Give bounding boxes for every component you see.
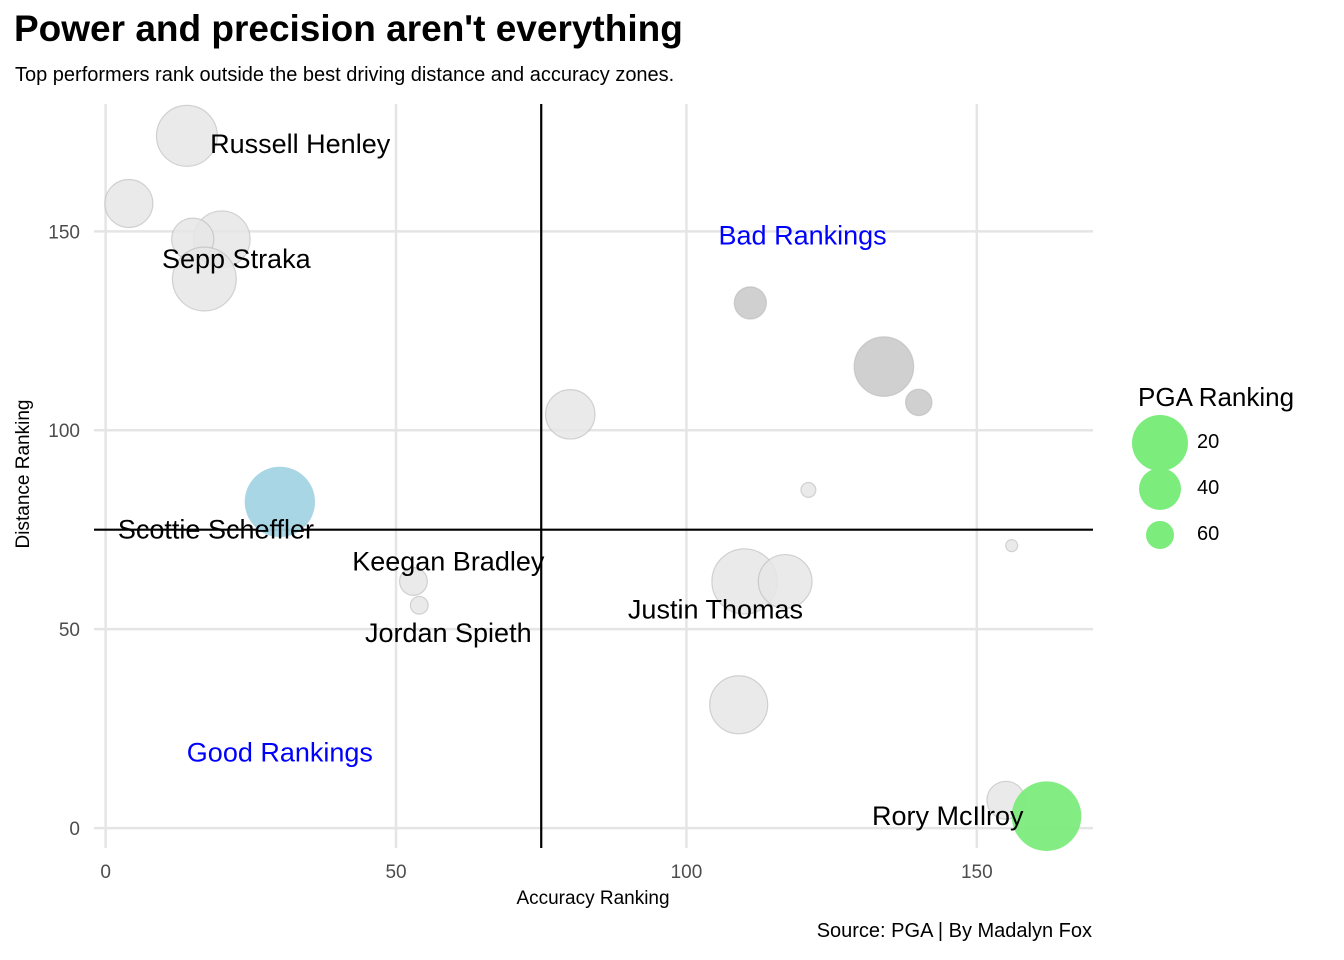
data-points (104, 104, 1082, 851)
data-point (733, 286, 767, 320)
y-tick-label: 50 (59, 620, 80, 641)
data-point (409, 595, 429, 615)
axis-ticks: 0 50 100 150 0 50 100 150 (48, 222, 992, 883)
point-annotation: Jordan Spieth (365, 618, 532, 648)
data-point (104, 178, 154, 229)
x-tick-label: 0 (100, 862, 111, 883)
chart-title: Power and precision aren't everything (14, 8, 683, 49)
legend-label: 20 (1197, 431, 1220, 453)
y-tick-label: 0 (69, 819, 80, 840)
legend-key (1138, 467, 1182, 511)
x-axis-label: Accuracy Ranking (516, 888, 669, 909)
y-tick-label: 100 (48, 421, 80, 442)
data-point (709, 675, 769, 735)
point-annotation: Keegan Bradley (352, 547, 545, 577)
data-point (800, 481, 817, 498)
legend-label: 60 (1197, 523, 1220, 545)
data-point (757, 553, 813, 609)
data-point (1011, 781, 1082, 851)
source-caption: Source: PGA | By Madalyn Fox (816, 920, 1092, 942)
chart-subtitle: Top performers rank outside the best dri… (15, 64, 675, 86)
point-labels: Russell Henley Sepp Straka Scottie Scheffl… (118, 129, 1024, 831)
point-annotation: Scottie Scheffler (118, 515, 314, 545)
grid-lines (94, 104, 1093, 848)
data-point (853, 336, 915, 397)
y-tick-label: 150 (48, 222, 80, 243)
legend-label: 40 (1197, 477, 1220, 499)
point-annotation: Good Rankings (187, 738, 373, 768)
legend-items: 20 40 60 (1131, 414, 1294, 559)
x-tick-label: 150 (961, 862, 993, 883)
point-annotation: Rory McIlroy (872, 801, 1024, 831)
data-point (904, 388, 933, 417)
y-axis-label: Distance Ranking (13, 400, 34, 549)
x-tick-label: 100 (671, 862, 703, 883)
point-annotation: Russell Henley (210, 129, 391, 159)
data-point (171, 246, 237, 312)
data-point (398, 566, 428, 596)
reference-lines (94, 104, 1093, 848)
x-tick-label: 50 (385, 862, 406, 883)
data-point (1005, 539, 1019, 553)
point-annotation: Sepp Straka (162, 244, 312, 274)
legend-key (1146, 521, 1174, 549)
point-annotation: Justin Thomas (628, 594, 803, 624)
data-point (544, 389, 596, 440)
legend-item: 60 (1138, 513, 1294, 559)
legend: PGA Ranking 20 40 60 (1131, 382, 1295, 559)
data-point (244, 466, 316, 538)
legend-key (1131, 414, 1189, 472)
legend-item: 40 (1138, 467, 1294, 513)
legend-item: 20 (1131, 414, 1294, 472)
point-annotation: Bad Rankings (719, 220, 887, 250)
legend-title: PGA Ranking (1138, 382, 1295, 412)
data-point (155, 104, 219, 167)
